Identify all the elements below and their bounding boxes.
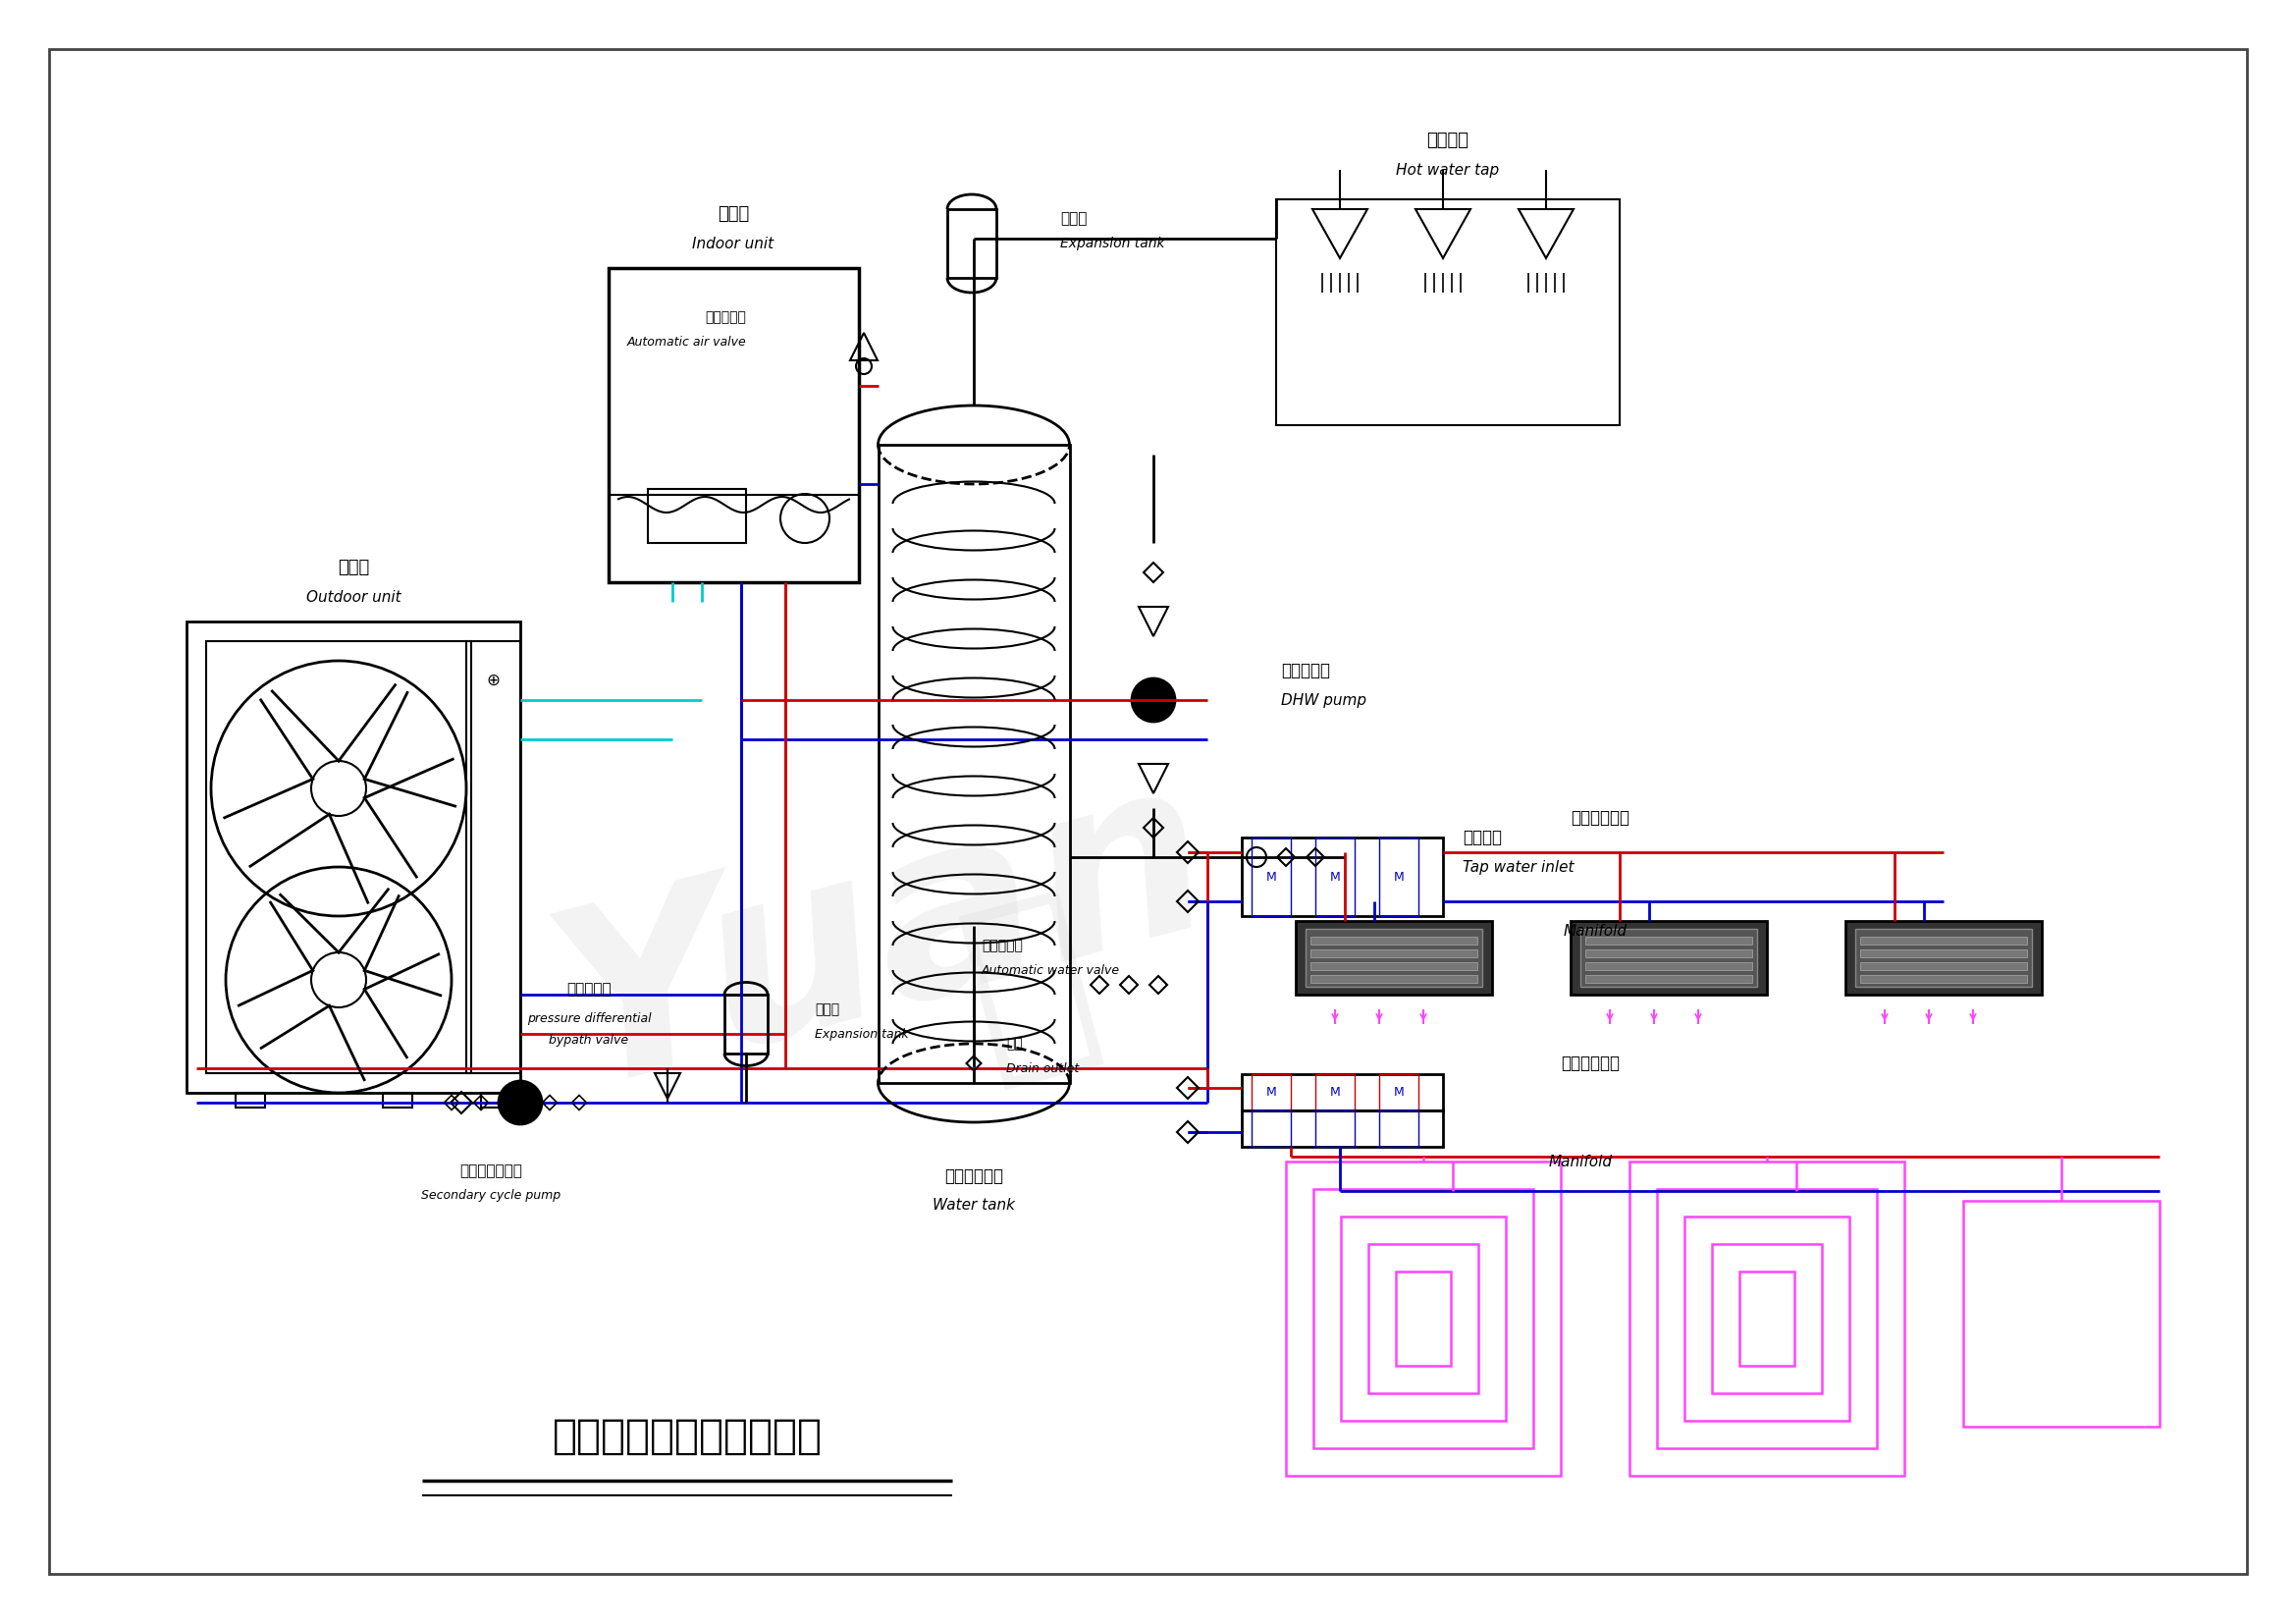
Bar [1368,1243,1479,1393]
Bar [1311,975,1476,984]
Bar [726,995,767,1053]
Bar [1380,1074,1419,1110]
Bar [1713,1243,1823,1393]
Text: Automatic air valve: Automatic air valve [627,336,746,347]
Bar [1658,1190,1876,1448]
Bar [1584,975,1752,984]
Bar [480,1092,510,1107]
Bar [1242,837,1442,915]
Text: DHW pump: DHW pump [1281,693,1366,708]
Text: 空气源热泵三联供系统图: 空气源热泵三联供系统图 [551,1415,822,1457]
Bar [1584,962,1752,971]
Text: 生活热水泵: 生活热水泵 [1281,662,1329,680]
Text: ⊕: ⊕ [487,672,501,690]
Text: 生活热水水箱: 生活热水水箱 [944,1167,1003,1185]
Text: Hot water tap: Hot water tap [1396,162,1499,177]
Text: Water tank: Water tank [932,1198,1015,1212]
Text: 热水龙头: 热水龙头 [1426,131,1469,149]
Bar [1316,1074,1355,1110]
Bar [1570,920,1768,995]
Text: 自来水进: 自来水进 [1463,829,1502,846]
Bar [1860,936,2027,945]
Bar [186,622,521,1092]
Bar [1311,936,1476,945]
Bar [383,1092,413,1107]
Text: M: M [1394,870,1405,883]
Bar [1860,975,2027,984]
Text: Secondary cycle pump: Secondary cycle pump [420,1190,560,1203]
Text: 壹: 壹 [946,873,1116,1097]
Text: 自动补水阀: 自动补水阀 [983,938,1022,953]
Bar [879,445,1070,1083]
Bar [1584,936,1752,945]
Bar [1306,928,1483,987]
Bar [647,489,746,544]
Text: Tap water inlet: Tap water inlet [1463,860,1575,875]
Text: M: M [1329,870,1341,883]
Bar [1313,1190,1534,1448]
Text: Expansion tank: Expansion tank [815,1027,909,1040]
Bar [608,268,859,583]
Text: Yuan: Yuan [530,735,1235,1136]
Bar [1396,1271,1451,1367]
Text: M: M [1394,1086,1405,1099]
Text: Outdoor unit: Outdoor unit [305,589,402,604]
Bar [207,641,471,1073]
Bar [1855,928,2032,987]
Bar [1740,1271,1795,1367]
Text: Automatic water valve: Automatic water valve [983,964,1120,977]
Bar [1251,837,1290,915]
Bar [1685,1217,1848,1420]
Bar [1311,962,1476,971]
Text: Manifold: Manifold [1548,1154,1612,1169]
Bar [1316,837,1355,915]
Bar [1316,1110,1355,1147]
Text: 自动换气阀: 自动换气阀 [705,310,746,325]
Bar [1963,1201,2161,1427]
Text: 膨胀罐: 膨胀罐 [1061,211,1086,226]
Bar [466,641,521,1073]
Text: Drain outlet: Drain outlet [1006,1061,1079,1074]
Bar [1584,949,1752,958]
Bar [1286,1162,1561,1475]
Bar [1380,837,1419,915]
Bar [1860,962,2027,971]
Bar [1341,1217,1506,1420]
Text: 地暖集分水器: 地暖集分水器 [1561,1055,1619,1073]
Text: Expansion tank: Expansion tank [1061,237,1164,250]
Bar [1380,1110,1419,1147]
Bar [236,1092,264,1107]
Bar [1251,1074,1290,1110]
Bar [1630,1162,1903,1475]
Bar [1242,1074,1442,1110]
Text: M: M [1265,1086,1277,1099]
Text: M: M [1265,870,1277,883]
Text: Indoor unit: Indoor unit [693,235,774,252]
Bar [1295,920,1492,995]
Bar [1580,928,1756,987]
Text: 室外机: 室外机 [338,558,370,576]
Bar [1251,1110,1290,1147]
Text: Manifold: Manifold [1564,923,1628,938]
Bar [1277,200,1619,425]
Text: bypath valve: bypath valve [549,1034,629,1047]
Text: 膨胀罐: 膨胀罐 [815,1003,840,1016]
Text: pressure differential: pressure differential [526,1013,652,1026]
Text: 泄水: 泄水 [1006,1037,1022,1050]
Text: 室内机: 室内机 [716,204,748,222]
Text: 空调集分水器: 空调集分水器 [1570,808,1630,826]
Text: M: M [1329,1086,1341,1099]
Bar [1242,1110,1442,1147]
Circle shape [498,1081,542,1125]
Text: 空调系统二次泵: 空调系统二次泵 [459,1164,521,1178]
Bar [1846,920,2041,995]
Bar [1860,949,2027,958]
Text: 压差旁通阀: 压差旁通阀 [567,982,611,997]
Circle shape [1132,678,1176,722]
Bar [948,209,996,278]
Bar [1311,949,1476,958]
